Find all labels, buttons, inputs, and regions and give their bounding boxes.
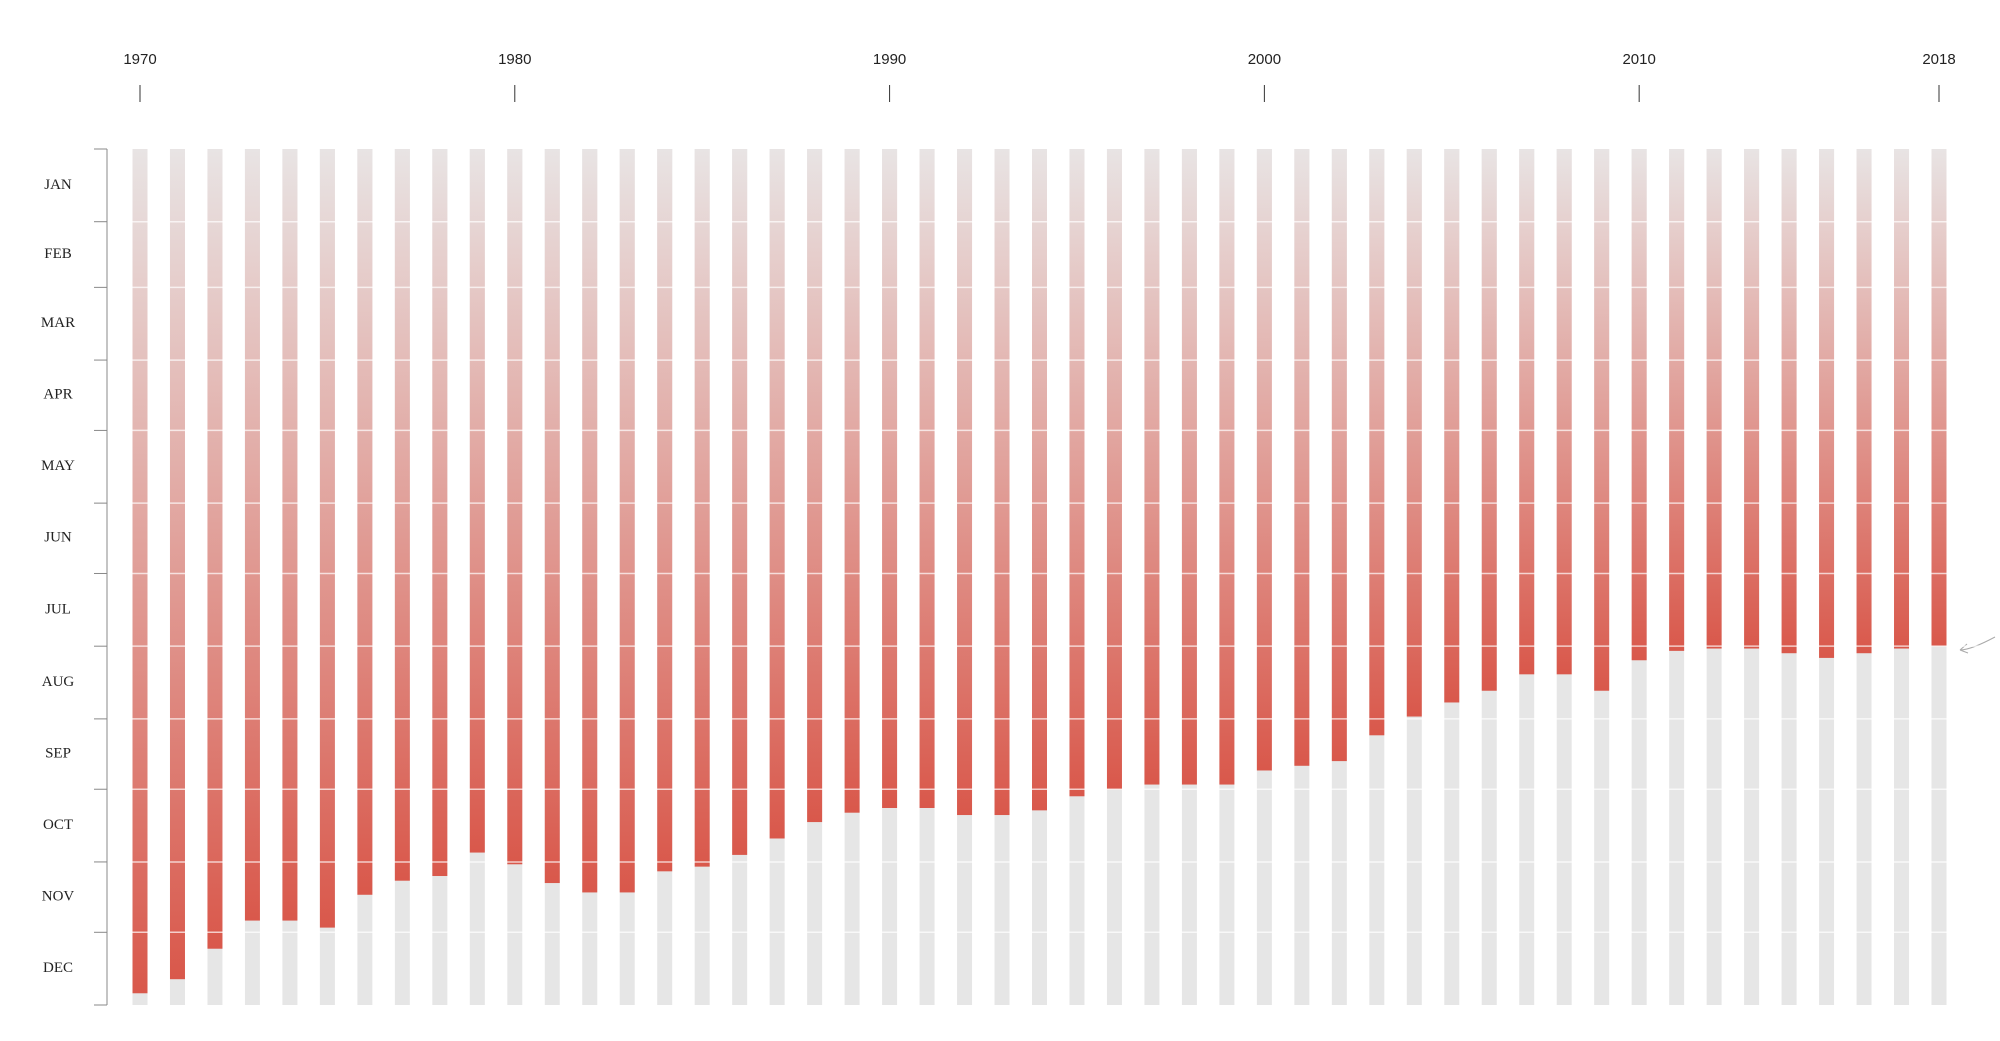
y-tick-label: OCT: [43, 817, 73, 833]
bar: [844, 149, 860, 813]
bar: [1481, 149, 1497, 691]
bar: [919, 149, 935, 809]
bar: [1032, 149, 1047, 811]
bar: [1556, 149, 1572, 675]
bar: [1444, 149, 1460, 703]
y-tick-label: DEC: [43, 960, 73, 976]
y-tick-label: JUL: [45, 601, 71, 617]
x-tick-label: 2018: [1922, 51, 1955, 68]
bar: [357, 149, 373, 895]
bar: [319, 149, 335, 928]
bar: [1219, 149, 1235, 785]
bar: [1594, 149, 1610, 691]
y-tick-label: FEB: [44, 246, 72, 262]
bar: [507, 149, 523, 865]
bar: [1669, 149, 1685, 651]
bar: [1819, 149, 1835, 658]
y-tick-label: NOV: [42, 889, 75, 905]
bar: [1744, 149, 1760, 649]
bar: [1181, 149, 1197, 785]
bar: [1144, 149, 1160, 785]
bar: [1069, 149, 1085, 797]
bar: [1781, 149, 1797, 654]
bar: [1256, 149, 1272, 771]
bar: [544, 149, 560, 884]
bar: [732, 149, 748, 855]
bar: [882, 149, 898, 809]
y-tick-label: SEP: [45, 746, 71, 762]
bar: [1631, 149, 1647, 661]
bar: [582, 149, 598, 893]
x-tick-label: 1990: [873, 51, 906, 68]
y-tick-label: APR: [43, 387, 72, 403]
x-tick-label: 1970: [123, 51, 156, 68]
bar: [957, 149, 973, 816]
bar: [769, 149, 785, 839]
bar: [694, 149, 710, 867]
y-tick-label: JAN: [44, 177, 72, 193]
y-tick-label: JUN: [44, 530, 72, 546]
bar: [1519, 149, 1535, 675]
bar: [807, 149, 823, 823]
bar: [169, 149, 185, 980]
bar: [1369, 149, 1385, 736]
x-tick-label: 2000: [1248, 51, 1281, 68]
bar: [432, 149, 448, 877]
bar: [1706, 149, 1722, 649]
bar: [244, 149, 260, 921]
bar: [394, 149, 410, 881]
bar: [469, 149, 485, 853]
y-tick-label: MAY: [41, 458, 75, 474]
bar: [1106, 149, 1122, 790]
bar: [1331, 149, 1347, 762]
bar: [1931, 149, 1947, 647]
bar: [207, 149, 223, 949]
bar: [1406, 149, 1422, 717]
bar: [1894, 149, 1910, 649]
x-tick-label: 2010: [1622, 51, 1655, 68]
bar: [1294, 149, 1310, 766]
bar: [657, 149, 673, 872]
bar: [132, 149, 148, 994]
bar: [619, 149, 635, 893]
y-tick-label: MAR: [41, 315, 75, 331]
bar: [282, 149, 298, 921]
x-tick-label: 1980: [498, 51, 531, 68]
bar: [1856, 149, 1872, 654]
bar: [994, 149, 1010, 816]
annotation-arrow: [1959, 636, 1996, 654]
y-tick-label: AUG: [42, 674, 75, 690]
